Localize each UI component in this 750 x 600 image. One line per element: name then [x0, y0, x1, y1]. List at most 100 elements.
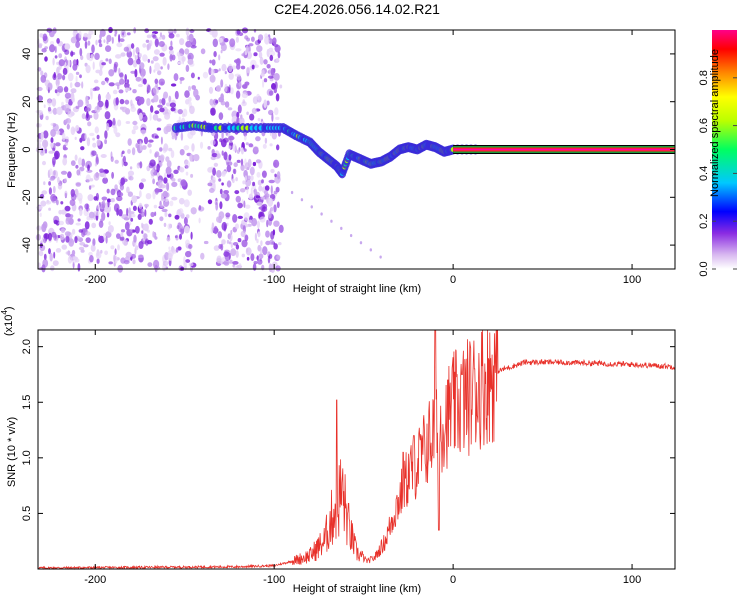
noise-blob	[99, 64, 103, 73]
noise-blob	[128, 175, 134, 181]
noise-blob	[230, 87, 234, 95]
noise-blob	[146, 84, 151, 94]
noise-blob	[213, 245, 220, 251]
noise-blob	[135, 76, 142, 82]
noise-blob	[86, 169, 93, 173]
noise-blob	[139, 62, 145, 70]
x-tick-label: 0	[450, 574, 456, 586]
noise-blob	[163, 198, 169, 202]
noise-blob	[135, 225, 140, 234]
noise-blob	[152, 231, 155, 238]
noise-blob	[153, 204, 158, 209]
noise-blob	[174, 235, 178, 239]
noise-blob	[162, 56, 167, 66]
noise-blob	[95, 153, 99, 163]
noise-blob	[145, 39, 150, 43]
noise-blob	[154, 78, 159, 85]
noise-blob	[106, 122, 110, 132]
colorbar-tick-label: 0.4	[698, 166, 710, 181]
spectrogram-ylabel: Frequency (Hz)	[6, 112, 18, 188]
noise-blob	[160, 66, 163, 70]
noise-blob	[60, 228, 66, 234]
noise-blob	[210, 107, 216, 116]
noise-blob	[146, 98, 151, 106]
noise-blob	[37, 110, 44, 116]
noise-blob	[131, 213, 136, 218]
noise-blob	[212, 167, 217, 176]
noise-blob	[79, 208, 83, 217]
noise-blob	[113, 254, 116, 262]
noise-blob	[188, 85, 191, 92]
noise-blob	[159, 204, 165, 208]
noise-blob	[120, 231, 124, 238]
noise-blob	[130, 43, 135, 49]
noise-blob	[138, 112, 143, 121]
noise-blob	[183, 216, 188, 226]
noise-blob	[85, 162, 88, 168]
noise-blob	[168, 213, 172, 218]
noise-blob	[43, 253, 47, 261]
noise-blob	[120, 229, 126, 233]
noise-blob	[276, 144, 280, 151]
noise-blob	[251, 36, 255, 42]
noise-blob	[154, 151, 160, 158]
x-tick-label: 0	[450, 274, 456, 286]
noise-blob	[190, 173, 194, 178]
noise-blob	[143, 233, 148, 239]
noise-blob	[70, 126, 76, 135]
noise-blob	[265, 230, 270, 238]
noise-blob	[137, 83, 143, 88]
noise-blob	[168, 147, 173, 152]
noise-blob	[183, 199, 190, 208]
noise-blob	[182, 108, 188, 117]
noise-blob	[94, 86, 100, 91]
noise-blob	[96, 204, 101, 210]
noise-blob	[94, 126, 100, 134]
noise-blob	[89, 132, 95, 137]
noise-blob	[75, 125, 80, 132]
noise-blob	[79, 242, 86, 246]
noise-blob	[203, 240, 209, 245]
noise-blob	[171, 178, 176, 182]
noise-blob	[249, 166, 255, 176]
noise-blob	[207, 182, 213, 187]
noise-blob	[54, 150, 60, 160]
noise-blob	[64, 190, 68, 198]
noise-blob	[139, 190, 142, 198]
noise-blob	[218, 54, 221, 61]
snr-axes: -200 -100 0 100 0.5 1.0 1.5 2.0	[21, 330, 675, 586]
noise-blob	[84, 221, 90, 230]
noise-blob	[51, 98, 57, 107]
noise-blob	[134, 54, 137, 61]
noise-blob	[110, 245, 115, 250]
noise-blob	[99, 168, 105, 173]
noise-blob	[171, 135, 175, 140]
noise-blob	[247, 158, 252, 168]
noise-blob	[177, 109, 183, 115]
noise-blob	[108, 221, 111, 226]
noise-blob	[199, 141, 204, 149]
snr-frame	[37, 329, 676, 570]
noise-blob	[60, 201, 64, 205]
colorbar-ticks: 0.0 0.2 0.4 0.6 0.8	[698, 70, 737, 277]
noise-blob	[168, 33, 175, 39]
noise-blob	[165, 192, 170, 198]
noise-blob	[70, 160, 76, 167]
noise-blob	[96, 258, 100, 264]
noise-blob	[84, 40, 88, 49]
noise-blob	[169, 55, 173, 60]
noise-blob	[274, 107, 279, 116]
noise-blob	[159, 147, 163, 152]
noise-blob	[105, 93, 112, 101]
colorbar-tick-label: 0.2	[698, 214, 710, 229]
noise-blob	[143, 223, 149, 232]
snr-xlabel: Height of straight line (km)	[293, 583, 421, 595]
noise-blob	[266, 48, 270, 58]
noise-blob	[167, 252, 173, 261]
noise-blob	[79, 198, 83, 204]
noise-blob	[215, 202, 219, 211]
noise-blob	[221, 130, 224, 140]
colorbar: 0.0 0.2 0.4 0.6 0.8 Normalized spectral ampl…	[698, 30, 737, 277]
y-tick-label: 20	[21, 96, 33, 108]
